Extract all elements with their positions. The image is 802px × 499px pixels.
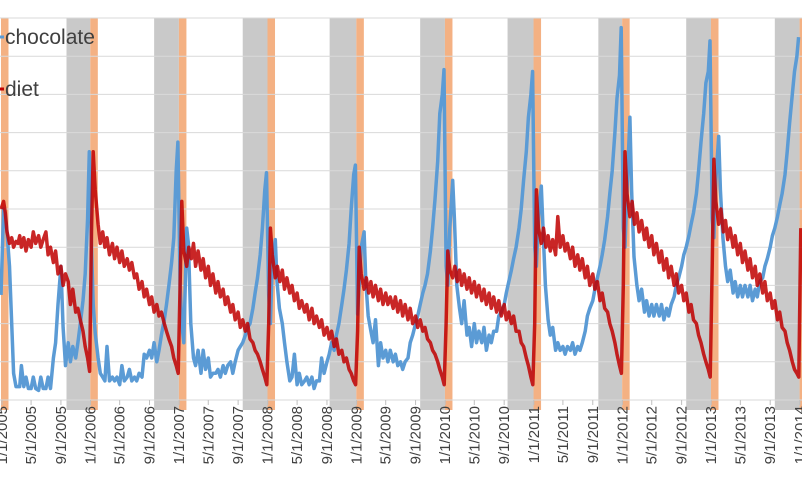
series-line-diet [0,149,802,387]
x-tick-label: 9/1/2007 [230,406,247,464]
x-tick-label: 5/1/2008 [289,406,306,464]
x-tick-label: 5/1/2009 [378,406,395,464]
x-tick-label: 1/1/2014 [792,406,802,464]
shaded-band [444,18,453,410]
x-tick-label: 9/1/2010 [496,406,513,464]
legend: chocolate diet [0,26,95,101]
x-tick-label: 9/1/2008 [319,406,336,464]
series-lines [0,25,802,393]
x-tick-label: 1/1/2007 [171,406,188,464]
x-tick-label: 9/1/2011 [585,406,602,463]
shaded-band [356,18,364,410]
x-tick-label: 1/1/2010 [437,406,454,464]
x-tick-label: 5/1/2007 [200,406,217,464]
x-tick-label: 1/1/2012 [614,406,631,464]
legend-label-diet: diet [5,78,39,101]
x-tick-label: 5/1/2006 [112,406,129,464]
gridlines [0,17,802,401]
x-tick-label: 9/1/2013 [762,406,779,464]
shaded-band [66,18,91,410]
x-tick-label: 1/1/2006 [83,406,100,464]
x-tick-label: 1/1/2008 [260,406,277,464]
x-tick-label: 5/1/2012 [644,406,661,464]
shaded-band [267,18,276,410]
series-line-chocolate [0,25,801,393]
x-tick-label: 5/1/2013 [732,406,749,464]
shaded-band [90,18,98,410]
x-tick-label: 1/1/2009 [349,406,366,464]
x-tick-label: 9/1/2005 [53,406,70,464]
x-tick-label: 5/1/2010 [466,406,483,464]
x-tick-label: 5/1/2005 [23,406,40,464]
x-tick-label: 9/1/2012 [674,406,691,464]
x-tick-label: 5/1/2011 [555,406,572,463]
shaded-bands [0,18,802,410]
shaded-band [799,18,802,410]
legend-label-chocolate: chocolate [5,26,95,49]
x-tick-label: 9/1/2006 [142,406,159,464]
x-tick-label: 1/1/2011 [526,406,543,463]
x-axis-tick-labels: 1/1/2005 5/1/2005 9/1/2005 1/1/2006 5/1/2006… [0,400,802,464]
x-tick-label: 9/1/2009 [408,406,425,464]
x-tick-label: 1/1/2013 [703,406,720,464]
x-tick-label: 1/1/2005 [0,406,11,464]
